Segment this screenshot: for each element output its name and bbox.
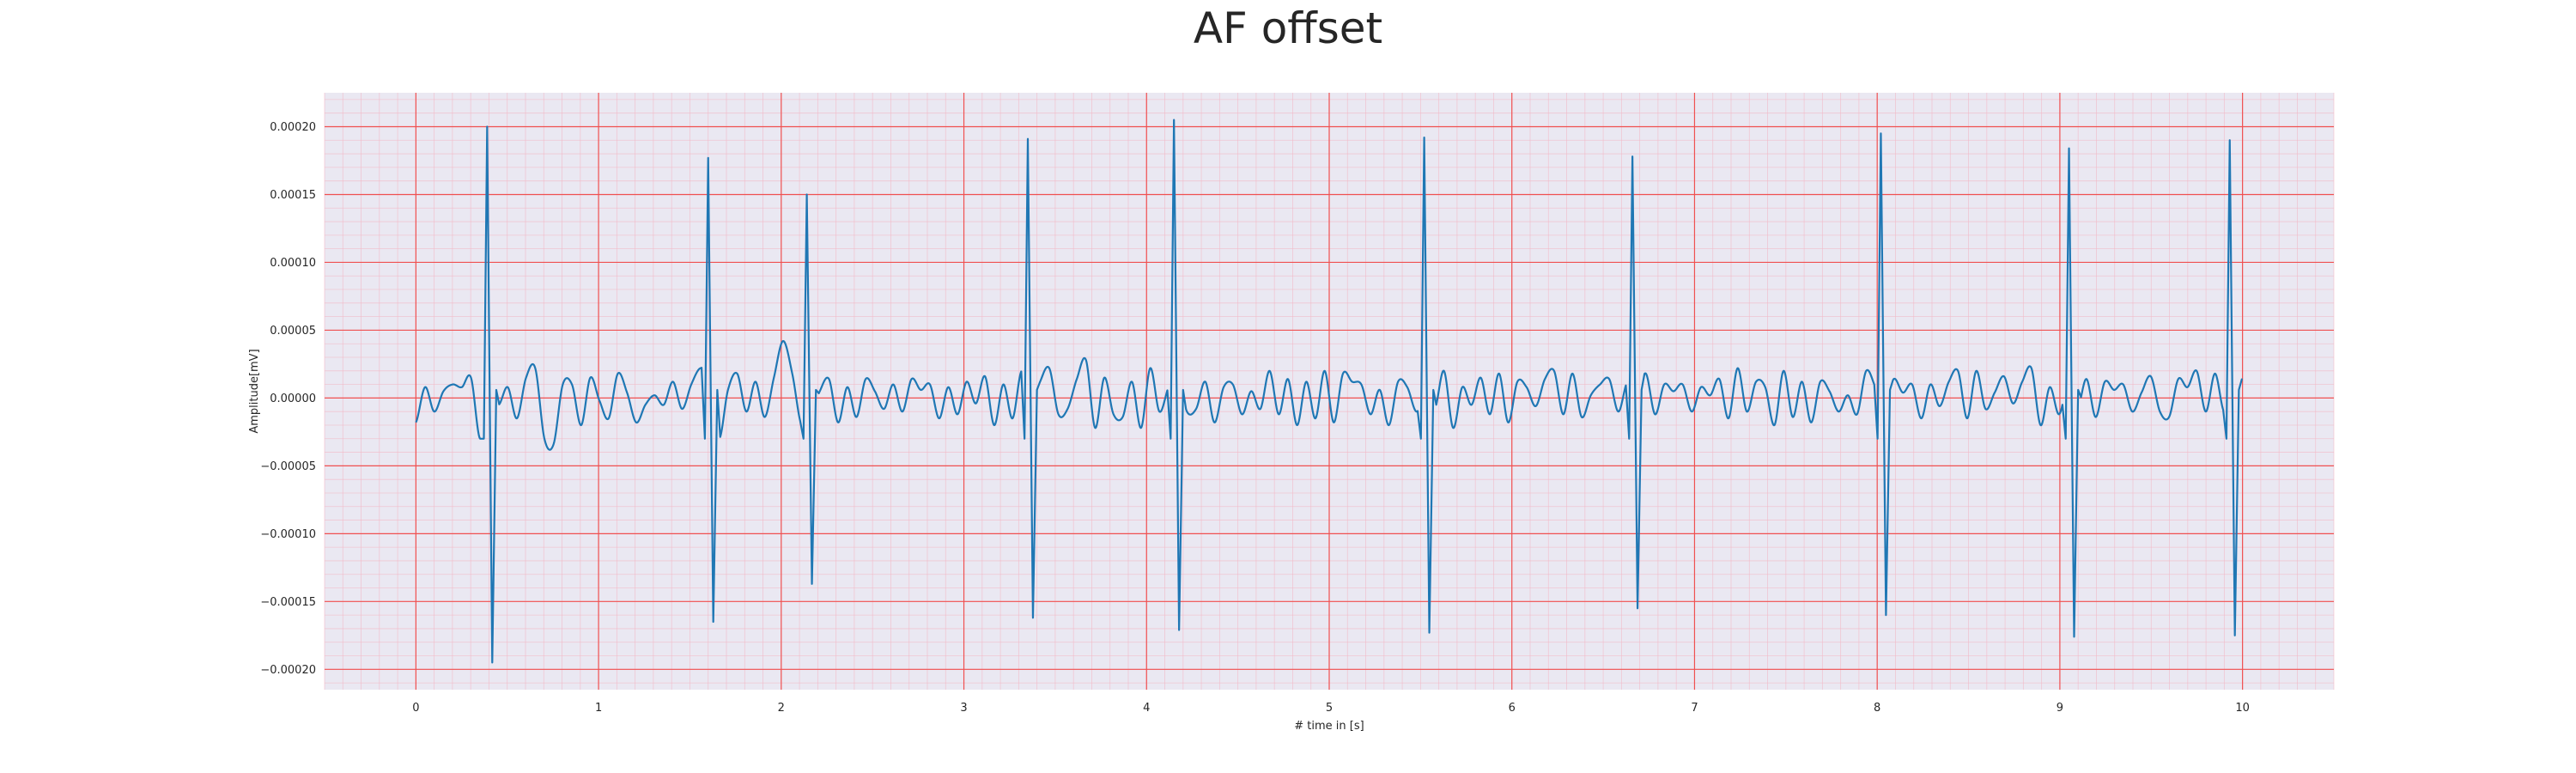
x-tick-label: 0: [412, 702, 419, 715]
y-axis-ticks: −0.00020 −0.00015 −0.00010 −0.00005 0.00000 0…: [260, 121, 316, 677]
x-tick-label: 3: [960, 702, 967, 715]
y-tick-label: 0.00005: [270, 325, 316, 338]
y-tick-label: 0.00000: [270, 393, 316, 405]
x-tick-label: 5: [1326, 702, 1333, 715]
y-tick-label: −0.00005: [260, 460, 316, 473]
x-tick-label: 8: [1874, 702, 1880, 715]
x-axis-label: # time in [s]: [1294, 720, 1364, 733]
y-tick-label: −0.00010: [260, 528, 316, 541]
y-tick-label: 0.00020: [270, 121, 316, 134]
x-tick-label: 9: [2057, 702, 2063, 715]
x-tick-label: 7: [1691, 702, 1698, 715]
y-tick-label: −0.00020: [260, 664, 316, 677]
x-tick-label: 1: [595, 702, 602, 715]
y-tick-label: 0.00010: [270, 257, 316, 270]
x-axis-ticks: 0 1 2 3 4 5 6 7 8 9 10: [412, 702, 2250, 715]
x-tick-label: 4: [1143, 702, 1150, 715]
x-tick-label: 10: [2235, 702, 2250, 715]
y-tick-label: 0.00015: [270, 189, 316, 202]
y-axis-label: Amplitude[mV]: [248, 349, 261, 433]
y-tick-label: −0.00015: [260, 596, 316, 609]
x-tick-label: 6: [1509, 702, 1516, 715]
x-tick-label: 2: [778, 702, 785, 715]
